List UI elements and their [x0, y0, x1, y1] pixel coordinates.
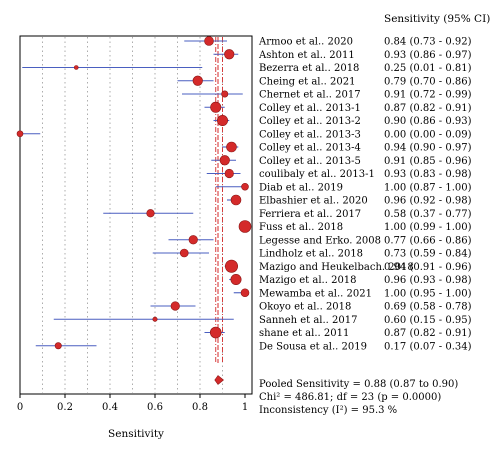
study-marker: [16, 130, 24, 138]
study-label: Legesse and Erko. 2008: [259, 235, 381, 246]
study-marker: [179, 248, 189, 258]
study-marker: [73, 65, 79, 70]
right-column-header: Sensitivity (95% CI): [384, 13, 490, 25]
study-label: Elbashier et al.. 2020: [259, 196, 368, 207]
x-tick-label: 0.2: [57, 402, 73, 413]
x-tick-label: 1: [242, 402, 248, 413]
study-marker: [152, 316, 158, 322]
study-value: 0.87 (0.82 - 0.91): [384, 103, 472, 114]
study-value: 0.96 (0.93 - 0.98): [384, 275, 472, 286]
study-label: Colley et al.. 2013-2: [259, 116, 361, 127]
study-value: 1.00 (0.95 - 1.00): [384, 288, 472, 299]
study-label: Colley et al.. 2013-1: [259, 103, 361, 114]
study-label: Colley et al.. 2013-5: [259, 156, 361, 167]
study-marker: [217, 115, 229, 127]
study-value: 0.25 (0.01 - 0.81): [384, 63, 472, 74]
study-value: 0.00 (0.00 - 0.09): [384, 129, 472, 140]
study-value: 0.90 (0.86 - 0.93): [384, 116, 472, 127]
study-value: 0.91 (0.85 - 0.96): [384, 156, 472, 167]
study-marker: [226, 141, 237, 153]
plot-frame: [19, 35, 253, 395]
study-marker: [224, 49, 235, 60]
x-tick-label: 0: [17, 402, 23, 413]
study-marker: [219, 155, 230, 166]
study-label: coulibaly et al.. 2013-1: [259, 169, 375, 180]
study-value: 0.94 (0.90 - 0.97): [384, 143, 472, 154]
pooled-diamond: [214, 375, 224, 385]
study-label: shane et al.. 2011: [259, 328, 349, 339]
study-label: Chernet et al.. 2017: [259, 90, 361, 101]
study-marker: [221, 90, 229, 98]
study-marker: [230, 194, 242, 206]
study-value: 0.17 (0.07 - 0.34): [384, 341, 472, 352]
study-label: Colley et al.. 2013-3: [259, 129, 361, 140]
study-label: Cheing et al.. 2021: [259, 76, 356, 87]
study-label: Mewamba et al.. 2021: [259, 288, 372, 299]
study-marker: [225, 259, 239, 273]
summary-line-2: Chi² = 486.81; df = 23 (p = 0.0000): [259, 392, 441, 403]
study-marker: [210, 101, 222, 113]
study-marker: [224, 168, 234, 179]
study-value: 0.94 (0.91 - 0.96): [384, 262, 472, 273]
study-value: 0.96 (0.92 - 0.98): [384, 196, 472, 207]
study-label: Fuss et al.. 2018: [259, 222, 343, 233]
study-label: Ashton et al.. 2011: [258, 50, 355, 61]
study-value: 0.87 (0.82 - 0.91): [384, 328, 472, 339]
study-value: 0.73 (0.59 - 0.84): [384, 249, 472, 260]
study-value: 0.69 (0.58 - 0.78): [384, 302, 472, 313]
study-label: Diab et al.. 2019: [259, 182, 343, 193]
study-value: 0.58 (0.37 - 0.77): [384, 209, 472, 220]
study-value: 0.77 (0.66 - 0.86): [384, 235, 472, 246]
study-marker: [230, 273, 242, 285]
study-marker: [188, 235, 198, 245]
study-label: Armoo et al.. 2020: [258, 37, 353, 48]
study-label: Okoyo et al.. 2018: [259, 302, 351, 313]
study-marker: [209, 326, 222, 339]
x-tick-label: 0.4: [102, 402, 118, 413]
study-value: 0.79 (0.70 - 0.86): [384, 76, 472, 87]
study-marker: [241, 182, 249, 191]
summary-line-1: Pooled Sensitivity = 0.88 (0.87 to 0.90): [259, 379, 458, 390]
study-marker: [146, 209, 155, 218]
study-marker: [204, 36, 214, 46]
study-label: Lindholz et al.. 2018: [259, 249, 363, 260]
study-value: 0.93 (0.86 - 0.97): [384, 50, 472, 61]
x-tick-label: 0.8: [192, 402, 208, 413]
study-value: 0.60 (0.15 - 0.95): [384, 315, 472, 326]
study-marker: [192, 75, 203, 86]
study-label: Ferriera et al.. 2017: [259, 209, 361, 220]
study-label: De Sousa et al.. 2019: [259, 341, 367, 352]
study-label: Bezerra et al.. 2018: [259, 63, 359, 74]
study-value: 0.91 (0.72 - 0.99): [384, 90, 472, 101]
study-label: Colley et al.. 2013-4: [259, 143, 361, 154]
study-marker: [54, 342, 62, 350]
study-marker: [240, 288, 250, 298]
study-value: 1.00 (0.87 - 1.00): [384, 182, 472, 193]
study-marker: [238, 220, 252, 233]
study-value: 0.93 (0.83 - 0.98): [384, 169, 472, 180]
study-label: Mazigo and Heukelbach. 2018: [259, 262, 414, 273]
study-label: Sanneh et al.. 2017: [259, 315, 358, 326]
x-tick-label: 0.6: [147, 402, 163, 413]
study-value: 1.00 (0.99 - 1.00): [384, 222, 472, 233]
x-axis-label: Sensitivity: [108, 428, 164, 440]
study-marker: [170, 301, 180, 311]
study-value: 0.84 (0.73 - 0.92): [384, 37, 472, 48]
summary-line-3: Inconsistency (I²) = 95.3 %: [259, 405, 397, 416]
study-label: Mazigo et al.. 2018: [259, 275, 357, 286]
